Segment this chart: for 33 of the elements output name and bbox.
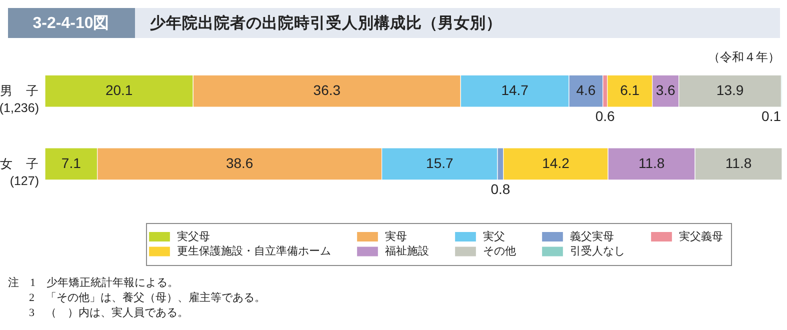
text: 注 1 少年矯正統計年報による。 [8,276,178,289]
data-label: 11.8 [725,154,752,171]
text: 3-2-4-10図 [32,15,110,32]
text: 2 「その他」は、養父（母）、雇主等である。 [29,291,266,304]
y-tick-label: 男 子 (1,236) [0,84,39,116]
data-label: 6.1 [620,82,640,98]
data-label: 0.6 [595,108,616,124]
legend-label: 福祉施設 [385,244,429,258]
data-label: 20.1 [105,82,133,98]
data-label: 14.7 [501,82,529,98]
chart-title: 少年院出院者の出院時引受人別構成比（男女別） [150,14,502,32]
data-label: 14.2 [542,154,570,171]
legend-label: 実父 [483,230,505,243]
data-label: 3.6 [656,82,676,98]
legend-label: その他 [483,246,516,258]
data-label: 7.1 [61,154,82,171]
legend-label: 引受人なし [570,244,625,258]
data-label: 38.6 [226,154,254,171]
text: 3 （ ）内は、実人員である。 [29,306,188,319]
legend-label: 実父義母 [679,230,723,243]
legend-label: 実母 [385,230,407,243]
data-label: 11.8 [638,154,665,171]
y-tick-label: 女 子 (127) [0,156,39,188]
data-label: 4.6 [576,82,596,98]
legend-label: 義父実母 [570,230,614,243]
data-label: 13.9 [716,82,744,98]
data-label: 0.8 [490,180,510,197]
legend-label: 実父母 [177,230,210,243]
data-label: 0.1 [762,108,782,124]
data-label: 36.3 [313,82,341,98]
legend-label: 更生保護施設・自立準備ホーム [177,244,331,258]
data-label: 15.7 [426,154,454,171]
chart-subtitle: （令和４年） [708,50,780,64]
